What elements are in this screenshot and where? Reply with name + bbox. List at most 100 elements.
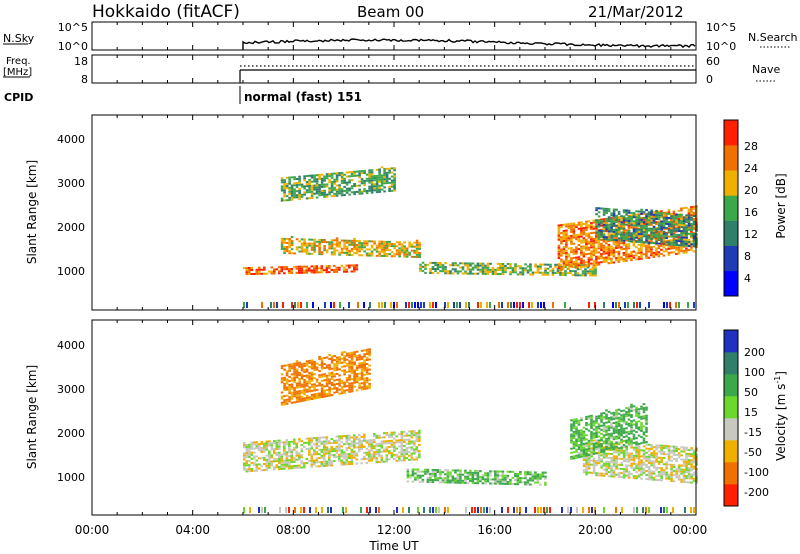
- heatmap-cell: [365, 363, 369, 365]
- heatmap-cell: [625, 445, 628, 448]
- heatmap-cell: [692, 473, 696, 476]
- heatmap-cell: [358, 386, 361, 389]
- heatmap-cell: [647, 447, 651, 450]
- heatmap-cell: [466, 473, 470, 476]
- heatmap-cell: [610, 220, 613, 223]
- heatmap-cell: [560, 252, 563, 255]
- heatmap-cell: [298, 363, 301, 366]
- heatmap-cell: [333, 383, 336, 386]
- heatmap-cell: [685, 460, 688, 463]
- heatmap-cell: [610, 436, 613, 439]
- heatmap-cell: [477, 302, 479, 308]
- heatmap-cell: [343, 435, 346, 438]
- heatmap-cell: [650, 470, 653, 473]
- heatmap-cell: [368, 169, 371, 172]
- heatmap-cell: [441, 270, 445, 273]
- heatmap-cell: [592, 448, 596, 451]
- heatmap-cell: [310, 192, 314, 195]
- heatmap-cell: [403, 445, 406, 447]
- heatmap-cell: [476, 264, 480, 267]
- heatmap-cell: [424, 271, 427, 274]
- heatmap-cell: [534, 477, 537, 480]
- heatmap-cell: [338, 439, 341, 442]
- heatmap-cell: [607, 220, 611, 223]
- heatmap-cell: [410, 442, 414, 445]
- heatmap-cell: [652, 446, 656, 449]
- heatmap-cell: [526, 481, 530, 484]
- heatmap-cell: [345, 264, 349, 267]
- heatmap-cell: [627, 438, 631, 441]
- heatmap-cell: [627, 454, 631, 457]
- heatmap-cell: [610, 249, 613, 252]
- heatmap-cell: [640, 208, 643, 211]
- heatmap-cell: [305, 175, 309, 177]
- heatmap-cell: [333, 385, 336, 388]
- heatmap-cell: [627, 414, 631, 417]
- heatmap-cell: [687, 218, 691, 221]
- heatmap-cell: [358, 434, 361, 436]
- heatmap-cell: [388, 446, 391, 449]
- heatmap-cell: [320, 185, 324, 188]
- heatmap-cell: [295, 384, 299, 387]
- heatmap-cell: [617, 210, 621, 213]
- heatmap-cell: [396, 302, 398, 308]
- heatmap-cell: [285, 386, 289, 389]
- heatmap-cell: [340, 455, 344, 458]
- heatmap-cell: [627, 245, 631, 248]
- heatmap-cell: [612, 210, 616, 213]
- heatmap-cell: [288, 176, 291, 179]
- heatmap-cell: [350, 361, 354, 364]
- heatmap-cell: [575, 430, 578, 433]
- heatmap-cell: [615, 231, 618, 233]
- heatmap-cell: [340, 192, 344, 195]
- heatmap-cell: [285, 451, 289, 454]
- heatmap-cell: [685, 446, 688, 449]
- heatmap-cell: [393, 433, 396, 436]
- heatmap-cell: [577, 419, 581, 422]
- heatmap-cell: [355, 350, 359, 353]
- heatmap-cell: [383, 250, 386, 253]
- heatmap-cell: [627, 443, 631, 445]
- heatmap-cell: [600, 218, 603, 221]
- heatmap-cell: [436, 471, 440, 473]
- heatmap-cell: [273, 440, 276, 442]
- heatmap-cell: [283, 378, 286, 381]
- heatmap-cell: [635, 477, 638, 480]
- heatmap-cell: [675, 217, 678, 220]
- heatmap-cell: [504, 271, 507, 274]
- heatmap-cell: [340, 437, 344, 440]
- heatmap-cell: [358, 378, 361, 381]
- heatmap-cell: [575, 434, 578, 437]
- power-cbar-tick-28: 28: [744, 140, 758, 153]
- heatmap-cell: [560, 226, 563, 229]
- heatmap-cell: [685, 206, 688, 209]
- heatmap-cell: [476, 480, 480, 483]
- heatmap-cell: [253, 447, 256, 450]
- heatmap-cell: [345, 270, 349, 273]
- heatmap-cell: [541, 263, 545, 266]
- heatmap-cell: [575, 418, 578, 421]
- heatmap-cell: [348, 453, 351, 455]
- heatmap-cell: [421, 474, 425, 477]
- heatmap-cell: [587, 467, 591, 470]
- heatmap-cell: [318, 457, 321, 460]
- heatmap-cell: [295, 458, 299, 461]
- heatmap-cell: [413, 255, 416, 258]
- heatmap-cell: [481, 478, 485, 481]
- heatmap-cell: [562, 266, 566, 269]
- heatmap-cell: [625, 448, 628, 451]
- heatmap-cell: [310, 389, 314, 392]
- heatmap-cell: [333, 243, 336, 246]
- heatmap-cell: [345, 455, 349, 458]
- heatmap-cell: [469, 477, 472, 480]
- heatmap-cell: [270, 454, 274, 457]
- heatmap-cell: [537, 302, 539, 308]
- heatmap-cell: [640, 243, 643, 246]
- heatmap-cell: [687, 453, 691, 455]
- heatmap-cell: [557, 246, 561, 249]
- heatmap-cell: [293, 188, 296, 191]
- heatmap-cell: [318, 436, 321, 439]
- heatmap-cell: [355, 454, 359, 457]
- heatmap-cell: [560, 250, 563, 253]
- heatmap-cell: [280, 391, 284, 394]
